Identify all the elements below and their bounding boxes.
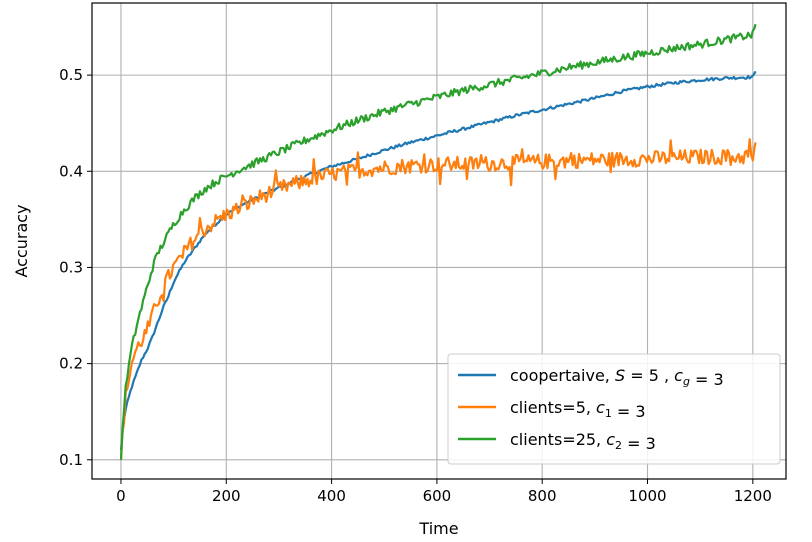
y-tick-label: 0.5 [59,66,83,84]
legend-label-1: coopertaive, S = 5 , cg = 3 [510,366,724,389]
y-tick-label: 0.2 [59,355,83,373]
x-axis-label: Time [418,519,458,538]
x-tick-label: 400 [317,487,346,505]
y-axis-ticks: 0.1 0.2 0.3 0.4 0.5 [59,66,92,469]
x-tick-label: 1200 [734,487,772,505]
legend-box [447,353,781,465]
series-line-2 [119,138,757,460]
x-tick-label: 800 [528,487,557,505]
axes-frame [91,2,787,480]
x-tick-label: 200 [212,487,241,505]
x-axis-ticks: 0 200 400 600 800 1000 1200 [116,479,772,505]
x-tick-label: 0 [116,487,126,505]
x-tick-label: 600 [423,487,452,505]
y-tick-label: 0.1 [59,451,83,469]
y-axis-label: Accuracy [12,204,31,277]
legend-label-2: clients=5, c1 = 3 [510,398,646,421]
y-tick-label: 0.3 [59,258,83,276]
x-tick-label: 1000 [628,487,666,505]
legend-label-3: clients=25, c2 = 3 [510,430,656,453]
legend: coopertaive, S = 5 , cg = 3 clients=5, c1… [447,353,781,465]
y-tick-label: 0.4 [59,162,83,180]
series-lines [119,23,757,460]
series-line-3 [119,23,757,460]
